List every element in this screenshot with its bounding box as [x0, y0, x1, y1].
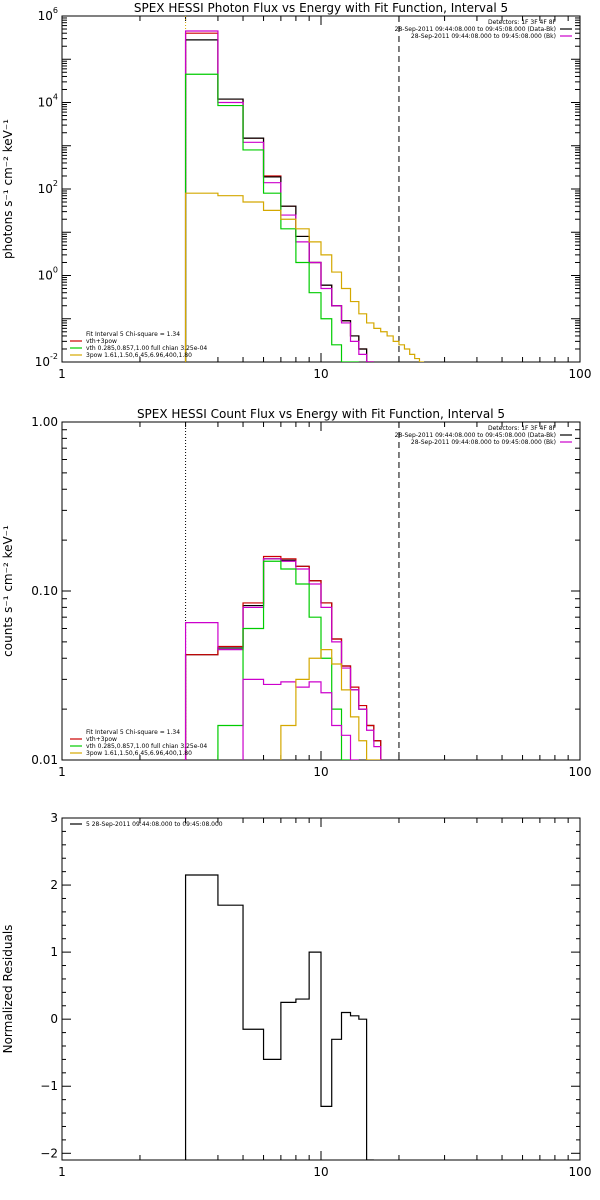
legend-top-entry: 28-Sep-2011 09:44:08.000 to 09:45:08.000… — [395, 26, 556, 33]
legend-top-entry: 28-Sep-2011 09:44:08.000 to 09:45:08.000… — [395, 432, 556, 439]
x-tick-label: 100 — [569, 367, 592, 381]
legend-bottom-entry: vth+3pow — [86, 338, 117, 345]
y-tick-label-base: 10 — [38, 96, 53, 110]
series-line-4 — [184, 73, 359, 362]
series-line-1 — [184, 874, 374, 1160]
series-line-2 — [184, 39, 374, 362]
y-axis-label: counts s⁻¹ cm⁻² keV⁻¹ — [1, 525, 15, 657]
y-tick-label: 106 — [38, 6, 58, 23]
series-line-5 — [242, 678, 359, 760]
legend-bottom-entry: Fit Interval 5 Chi-square = 1.34 — [86, 331, 180, 338]
chart-panel-2: SPEX HESSI Count Flux vs Energy with Fit… — [1, 407, 591, 779]
y-tick-label: 0 — [50, 1012, 58, 1026]
chart-title: SPEX HESSI Photon Flux vs Energy with Fi… — [134, 1, 508, 15]
x-tick-label: 1 — [58, 367, 66, 381]
series-line-3 — [184, 558, 382, 760]
y-axis-label: Normalized Residuals — [1, 925, 15, 1054]
x-tick-label: 10 — [313, 765, 328, 779]
y-tick-label-base: 10 — [35, 355, 50, 369]
legend-top-entry: Detectors: 1F 3F 4F 8F — [488, 425, 557, 432]
legend-bottom-entry: vth+3pow — [86, 736, 117, 743]
series-line-5 — [184, 192, 425, 362]
legend-bottom-entry: vth 0.285,0.857,1.00 full chian 3.25e-04 — [86, 345, 207, 352]
x-tick-label: 10 — [313, 367, 328, 381]
series-line-1 — [184, 558, 382, 760]
y-tick-label: 100 — [38, 266, 58, 283]
series-line-6 — [280, 649, 381, 760]
series-group — [184, 874, 374, 1160]
y-tick-label-base: 10 — [38, 182, 53, 196]
x-tick-label: 100 — [569, 765, 592, 779]
legend-bottom-entry: Fit Interval 5 Chi-square = 1.34 — [86, 729, 180, 736]
y-tick-label-base: 10 — [38, 269, 53, 283]
series-line-3 — [184, 30, 374, 362]
legend-bottom-entry: 3pow 1.61,1.50,6.45,6.96,400,1.80 — [86, 750, 192, 757]
y-tick-label: −2 — [40, 1146, 58, 1160]
x-tick-label: 1 — [58, 765, 66, 779]
chart-panel-1: SPEX HESSI Photon Flux vs Energy with Fi… — [1, 1, 591, 381]
y-tick-label-base: 10 — [38, 9, 53, 23]
series-line-1 — [184, 32, 374, 362]
x-tick-label: 10 — [313, 1165, 328, 1179]
y-tick-label: 10-2 — [35, 352, 58, 369]
series-line-4 — [217, 560, 351, 760]
y-tick-label-exponent: 4 — [53, 93, 58, 102]
y-tick-label: −1 — [40, 1079, 58, 1093]
y-tick-label: 1 — [50, 945, 58, 959]
y-tick-label-exponent: 6 — [53, 6, 58, 15]
chart-panel-3: Normalized Residuals 1 10 100 −2 −1 0 1 2 3 5 28-S… — [1, 811, 591, 1179]
legend-top-entry: 28-Sep-2011 09:44:08.000 to 09:45:08.000… — [411, 33, 556, 40]
legend-top-entry: Detectors: 1F 3F 4F 8F — [488, 19, 557, 26]
x-tick-label: 1 — [58, 1165, 66, 1179]
y-tick-label: 0.01 — [31, 753, 58, 767]
series-line-2 — [184, 555, 382, 760]
y-tick-label: 104 — [38, 93, 58, 110]
y-tick-label: 0.10 — [31, 584, 58, 598]
legend-bottom-entry: vth 0.285,0.857,1.00 full chian 3.25e-04 — [86, 743, 207, 750]
series-group — [184, 30, 425, 362]
series-group — [184, 555, 382, 760]
y-axis-label: photons s⁻¹ cm⁻² keV⁻¹ — [1, 119, 15, 259]
y-tick-label: 3 — [50, 811, 58, 825]
y-tick-label-exponent: -2 — [50, 352, 58, 361]
y-tick-label-exponent: 2 — [53, 179, 58, 188]
chart-title: SPEX HESSI Count Flux vs Energy with Fit… — [137, 407, 505, 421]
legend-top-entry: 5 28-Sep-2011 09:44:08.000 to 09:45:08.0… — [86, 821, 223, 828]
y-tick-label: 2 — [50, 878, 58, 892]
y-tick-label: 1.00 — [31, 415, 58, 429]
y-tick-label-exponent: 0 — [53, 266, 58, 275]
y-tick-label: 102 — [38, 179, 58, 196]
legend-top-entry: 28-Sep-2011 09:44:08.000 to 09:45:08.000… — [411, 439, 556, 446]
x-tick-label: 100 — [569, 1165, 592, 1179]
legend-bottom-entry: 3pow 1.61,1.50,6.45,6.96,400,1.80 — [86, 352, 192, 359]
